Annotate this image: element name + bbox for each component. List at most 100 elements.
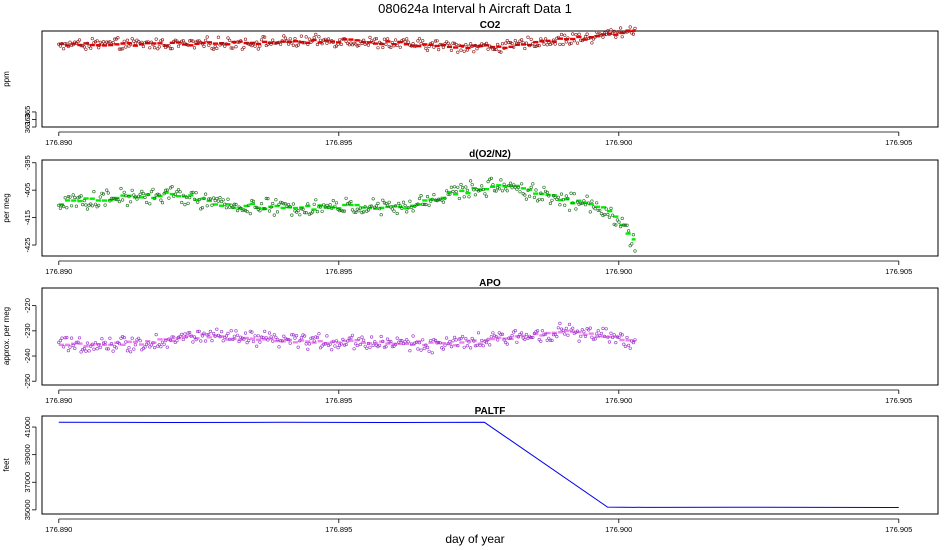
x-tick-label: 176.895 xyxy=(325,267,352,276)
data-point xyxy=(492,189,497,193)
data-point xyxy=(607,215,612,219)
data-point xyxy=(87,44,91,48)
data-point xyxy=(220,330,224,334)
data-point xyxy=(130,37,134,41)
data-point xyxy=(595,30,599,34)
data-point xyxy=(318,346,323,350)
data-point xyxy=(175,339,179,343)
panel-paltf: PALTF feet 176.890 176.895 176.900 176.905 3… xyxy=(2,406,939,534)
data-point xyxy=(61,345,66,349)
data-point xyxy=(535,199,540,203)
data-point xyxy=(454,338,458,342)
data-point xyxy=(176,188,181,192)
data-point xyxy=(504,187,508,191)
data-point xyxy=(344,39,348,43)
data-point xyxy=(127,346,131,350)
data-point xyxy=(355,44,359,48)
data-point xyxy=(461,44,465,49)
data-point xyxy=(505,189,509,193)
data-point xyxy=(103,203,107,207)
data-point xyxy=(441,347,446,351)
data-point xyxy=(508,181,513,185)
data-point xyxy=(480,338,484,343)
data-point xyxy=(189,38,193,43)
data-point xyxy=(499,178,503,182)
data-point xyxy=(138,192,142,196)
data-point xyxy=(334,44,339,48)
data-point xyxy=(602,212,607,217)
data-point xyxy=(105,188,109,192)
data-point xyxy=(633,249,637,253)
data-point xyxy=(365,346,369,350)
y-tick-label: 363 xyxy=(23,113,32,126)
data-point xyxy=(389,339,393,344)
data-point xyxy=(221,198,225,202)
data-point xyxy=(405,338,409,342)
panel-apo: APO approx. per meg 176.890 176.895 176.90… xyxy=(2,278,939,405)
data-point xyxy=(413,341,417,345)
data-point xyxy=(323,342,327,346)
data-point xyxy=(547,194,551,198)
data-point xyxy=(602,334,607,338)
data-point xyxy=(461,334,465,339)
figure-title: 080624a Interval h Aircraft Data 1 xyxy=(378,1,572,16)
data-point xyxy=(248,212,252,216)
data-point xyxy=(445,336,449,340)
data-point xyxy=(378,343,382,348)
data-point xyxy=(349,200,353,204)
data-point xyxy=(625,30,629,34)
data-point xyxy=(298,339,302,343)
data-point xyxy=(122,39,126,43)
data-point xyxy=(269,42,273,46)
data-point xyxy=(122,336,126,340)
data-point xyxy=(232,202,236,206)
data-point xyxy=(386,37,390,41)
data-point xyxy=(414,44,418,48)
data-point xyxy=(149,343,153,347)
data-point xyxy=(577,32,581,36)
data-point xyxy=(370,335,374,339)
data-point xyxy=(550,198,554,202)
data-point xyxy=(512,45,516,49)
y-axis-label: approx. per meg xyxy=(2,307,11,365)
data-point xyxy=(545,338,549,342)
data-point xyxy=(601,35,605,39)
data-point xyxy=(604,327,608,331)
data-point xyxy=(582,199,586,203)
data-point xyxy=(518,190,522,194)
data-point xyxy=(465,48,470,52)
data-point xyxy=(192,335,197,339)
data-point xyxy=(513,329,517,333)
data-point xyxy=(531,335,535,340)
data-point xyxy=(405,210,409,214)
data-point xyxy=(318,38,323,42)
data-point xyxy=(180,332,184,337)
data-point xyxy=(287,338,291,342)
data-point xyxy=(170,185,174,189)
data-point xyxy=(384,345,388,349)
data-point xyxy=(464,42,468,47)
data-point xyxy=(331,339,335,343)
data-point xyxy=(625,223,629,227)
data-point xyxy=(168,338,173,342)
data-point xyxy=(590,199,594,203)
data-point xyxy=(515,340,519,344)
data-point xyxy=(81,348,85,352)
data-point xyxy=(272,333,276,337)
data-point xyxy=(296,209,300,213)
data-point xyxy=(387,340,391,344)
data-point xyxy=(279,339,283,343)
data-point xyxy=(330,206,334,210)
data-point xyxy=(283,36,288,40)
data-point xyxy=(567,208,572,212)
data-point xyxy=(457,337,462,341)
data-point xyxy=(301,207,305,211)
data-point xyxy=(366,342,371,346)
y-tick-label: -415 xyxy=(23,210,32,225)
data-point xyxy=(314,198,318,202)
data-point xyxy=(432,45,436,49)
data-point xyxy=(92,190,96,194)
plot-frame xyxy=(41,415,939,515)
data-point xyxy=(336,42,340,46)
data-point xyxy=(208,197,212,201)
